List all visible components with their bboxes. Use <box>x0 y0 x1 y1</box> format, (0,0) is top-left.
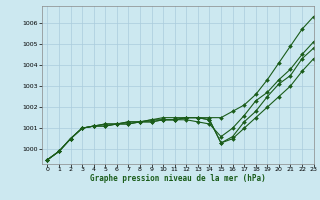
X-axis label: Graphe pression niveau de la mer (hPa): Graphe pression niveau de la mer (hPa) <box>90 174 266 183</box>
